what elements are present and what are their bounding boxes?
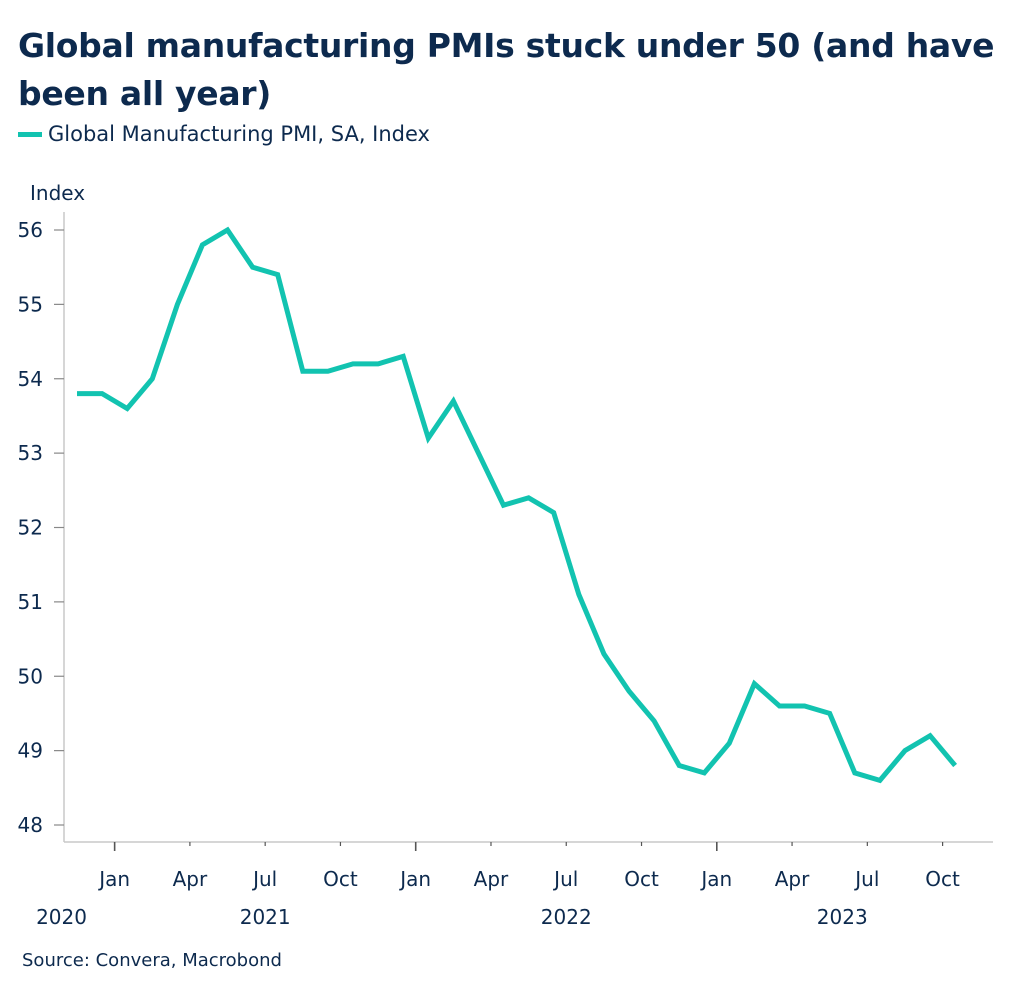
- source-note: Source: Convera, Macrobond: [22, 950, 282, 971]
- x-year-label: 2020: [36, 905, 87, 929]
- x-tick-label: Oct: [624, 867, 659, 891]
- y-tick-label: 55: [18, 292, 43, 316]
- x-tick-label: Jan: [699, 867, 732, 891]
- x-tick-label: Jul: [552, 867, 578, 891]
- x-ticks: Jan Apr Jul Oct Jan Apr Jul Oct Jan Apr Jul Oct 2020…: [36, 842, 960, 929]
- x-tick-label: Jul: [853, 867, 879, 891]
- x-tick-label: Jul: [251, 867, 277, 891]
- y-axis-label: Index: [30, 181, 85, 205]
- series: [76, 226, 958, 784]
- y-tick-label: 56: [18, 218, 43, 242]
- y-tick-label: 51: [18, 590, 43, 614]
- legend-swatch: [18, 131, 42, 137]
- y-tick-label: 49: [18, 739, 43, 763]
- x-year-label: 2021: [240, 905, 291, 929]
- y-tick-label: 50: [18, 664, 43, 688]
- x-tick-label: Oct: [323, 867, 358, 891]
- chart-title: Global manufacturing PMIs stuck under 50…: [18, 26, 995, 113]
- x-tick-label: Oct: [925, 867, 960, 891]
- y-tick-label: 54: [18, 367, 43, 391]
- x-tick-label: Jan: [398, 867, 431, 891]
- x-year-label: 2023: [817, 905, 868, 929]
- axes: [63, 212, 993, 843]
- y-ticks: 48 49 50 51 52 53 54 55 56: [18, 218, 64, 837]
- x-tick-label: Jan: [97, 867, 130, 891]
- x-tick-label: Apr: [474, 867, 509, 891]
- y-tick-label: 53: [18, 441, 43, 465]
- legend: Global Manufacturing PMI, SA, Index: [18, 122, 430, 146]
- series-line: [77, 226, 958, 784]
- y-tick-label: 52: [18, 516, 43, 540]
- legend-label: Global Manufacturing PMI, SA, Index: [48, 122, 430, 146]
- x-year-label: 2022: [541, 905, 592, 929]
- x-tick-label: Apr: [173, 867, 208, 891]
- y-tick-label: 48: [18, 813, 43, 837]
- x-tick-label: Apr: [775, 867, 810, 891]
